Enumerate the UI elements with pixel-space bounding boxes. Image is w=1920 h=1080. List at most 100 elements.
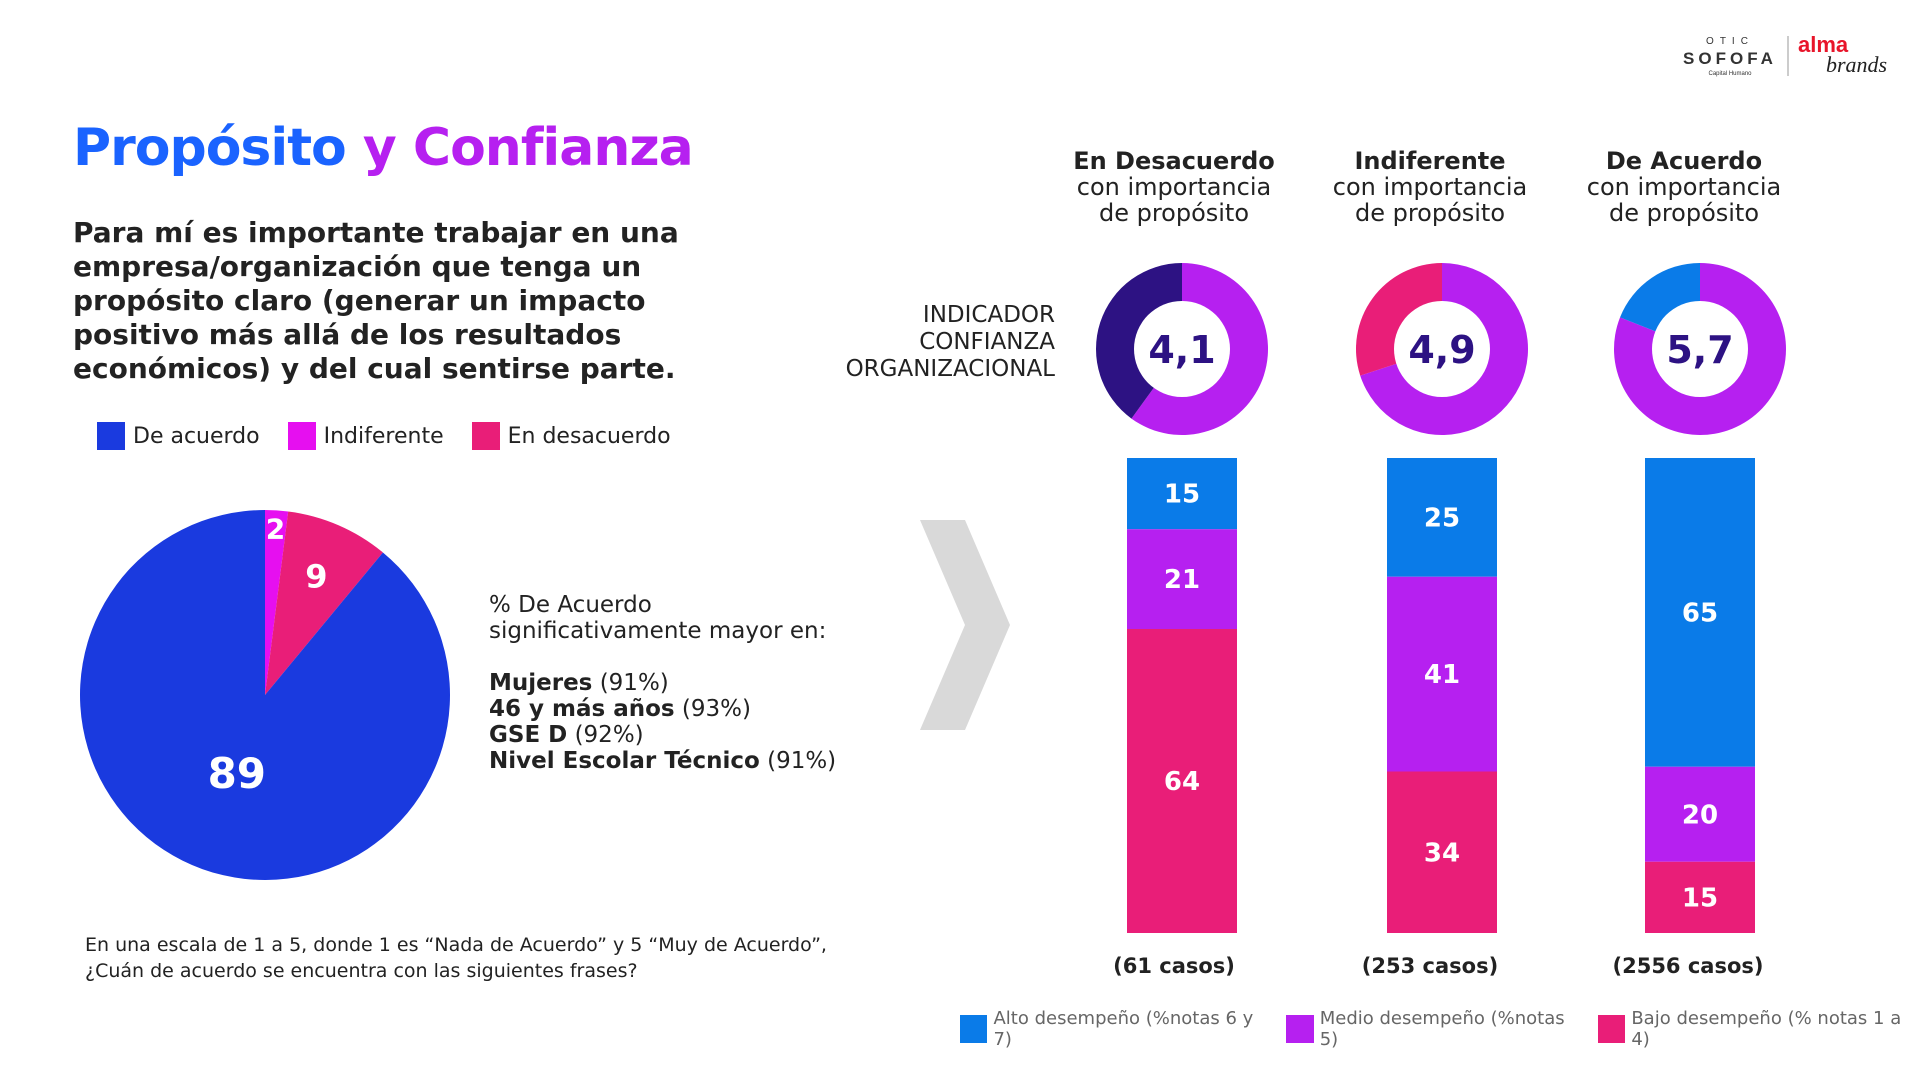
legend-item-alto: Alto desempeño (%notas 6 y 7) [960,1008,1272,1050]
notes-item-value: (93%) [674,696,751,722]
trust-charts: 4,1 4,9 5,7 15 21 64 25 41 34 65 20 15 [1096,263,1787,933]
column-header-indiferente: Indiferente con importancia de propósito [1300,148,1560,226]
pie-slice-label: 9 [305,557,327,595]
column-header-line2: con importancia [1076,173,1272,201]
title-part-proposito: Propósito [73,118,347,178]
column-header-title: De Acuerdo [1605,147,1763,175]
notes-intro-line2: significativamente mayor en: [489,618,827,644]
question-line2: ¿Cuán de acuerdo se encuentra con las si… [85,960,638,982]
cases-label: (253 casos) [1361,954,1499,978]
legend-label-de-acuerdo: De acuerdo [133,423,260,449]
logo-brands: brands [1826,52,1887,77]
bar-value-label: 25 [1424,503,1460,533]
bar-segment [1387,576,1497,772]
column-header-desacuerdo: En Desacuerdo con importancia de propósi… [1044,148,1304,226]
legend-label-indiferente: Indiferente [323,423,444,449]
column-header-title: Indiferente [1354,147,1506,175]
bar-segment [1127,529,1237,629]
chevron-right-icon [920,520,1010,730]
legend-item-en-desacuerdo: En desacuerdo [471,422,671,450]
bar-value-label: 34 [1424,838,1460,868]
bar-segment [1645,458,1755,767]
donut-score: 5,7 [1666,328,1733,372]
survey-statement: Para mí es importante trabajar en una em… [73,216,679,385]
column-header-line2: con importancia [1586,173,1782,201]
bar-segment [1645,861,1755,933]
notes-item-value: (91%) [592,670,669,696]
donut-hole [1394,301,1490,397]
legend-item-bajo: Bajo desempeño (% notas 1 a 4) [1597,1008,1920,1050]
legend-item-indiferente: Indiferente [287,422,444,450]
legend-swatch-medio [1286,1015,1314,1043]
notes-item: 46 y más años (93%) [489,696,836,722]
notes-item: Nivel Escolar Técnico (91%) [489,748,836,774]
notes-item-name: GSE D [489,722,568,748]
legend-swatch-en-desacuerdo [471,422,500,450]
column-header-line3: de propósito [1354,199,1506,227]
cases-label: (2556 casos) [1612,954,1764,978]
legend-item-medio: Medio desempeño (%notas 5) [1286,1008,1584,1050]
notes-item-name: Nivel Escolar Técnico [489,748,760,774]
pie-slice-label: 89 [208,749,266,798]
legend-swatch-de-acuerdo [97,422,125,450]
bar-legend: Alto desempeño (%notas 6 y 7) Medio dese… [960,1008,1920,1050]
bar-segment [1387,458,1497,577]
bar-value-label: 65 [1682,598,1718,628]
column-header-line3: de propósito [1608,199,1760,227]
indicator-line3: ORGANIZACIONAL [845,356,1055,382]
bar-value-label: 20 [1682,800,1718,830]
legend-item-de-acuerdo: De acuerdo [97,422,260,450]
significance-notes: % De Acuerdo significativamente mayor en… [489,592,836,774]
bar-segment [1127,458,1237,530]
notes-intro-line1: % De Acuerdo [489,592,652,618]
notes-item: Mujeres (91%) [489,670,836,696]
bar-value-label: 15 [1682,883,1718,913]
pie-chart: 29 89 [79,510,450,880]
column-header-de-acuerdo: De Acuerdo con importancia de propósito [1554,148,1814,226]
bar-segment [1645,766,1755,862]
notes-item-name: 46 y más años [489,696,675,722]
cases-label: (61 casos) [1113,954,1235,978]
logo-otic: OTIC [1706,36,1754,47]
indicator-line1: INDICADOR [922,302,1055,328]
logo-alma: alma [1798,32,1849,57]
donut-score: 4,9 [1408,328,1475,372]
pie-legend: De acuerdo Indiferente En desacuerdo [97,422,671,450]
indicator-line2: CONFIANZA [919,329,1055,355]
donut-score: 4,1 [1148,328,1215,372]
indicator-label: INDICADOR CONFIANZA ORGANIZACIONAL [846,302,1055,383]
legend-label-bajo: Bajo desempeño (% notas 1 a 4) [1631,1008,1902,1050]
notes-item-name: Mujeres [489,670,593,696]
page-title: Propósito y Confianza [73,118,694,178]
legend-swatch-bajo [1597,1015,1626,1043]
donut-hole [1652,301,1748,397]
notes-item-value: (92%) [567,722,644,748]
column-header-line3: de propósito [1098,199,1250,227]
bar-segment [1127,629,1237,933]
legend-swatch-alto [960,1015,988,1043]
brand-logos-svg: OTIC SOFOFA Capital Humano alma brands [1683,32,1887,77]
survey-question: En una escala de 1 a 5, donde 1 es “Nada… [85,932,827,984]
bar-segment [1387,771,1497,933]
notes-item-value: (91%) [759,748,837,774]
bar-value-label: 21 [1164,565,1200,595]
logo-sofofa-sub: Capital Humano [1708,71,1752,77]
pie-slice [265,510,289,695]
column-header-title: En Desacuerdo [1073,147,1275,175]
title-part-confianza: y Confianza [362,118,694,178]
bar-value-label: 15 [1164,480,1200,510]
donut-hole [1134,301,1230,397]
legend-label-alto: Alto desempeño (%notas 6 y 7) [993,1008,1254,1050]
legend-swatch-indiferente [287,422,316,450]
logo-sofofa: SOFOFA [1683,49,1777,68]
bar-value-label: 64 [1164,767,1200,797]
column-header-line2: con importancia [1332,173,1528,201]
bar-value-label: 41 [1424,660,1460,690]
legend-label-medio: Medio desempeño (%notas 5) [1319,1008,1565,1050]
pie-slice-label: 2 [266,513,285,546]
legend-label-en-desacuerdo: En desacuerdo [507,423,671,449]
question-line1: En una escala de 1 a 5, donde 1 es “Nada… [85,934,827,956]
pie-slice [79,510,450,880]
pie-slice [265,511,383,695]
notes-item: GSE D (92%) [489,722,836,748]
